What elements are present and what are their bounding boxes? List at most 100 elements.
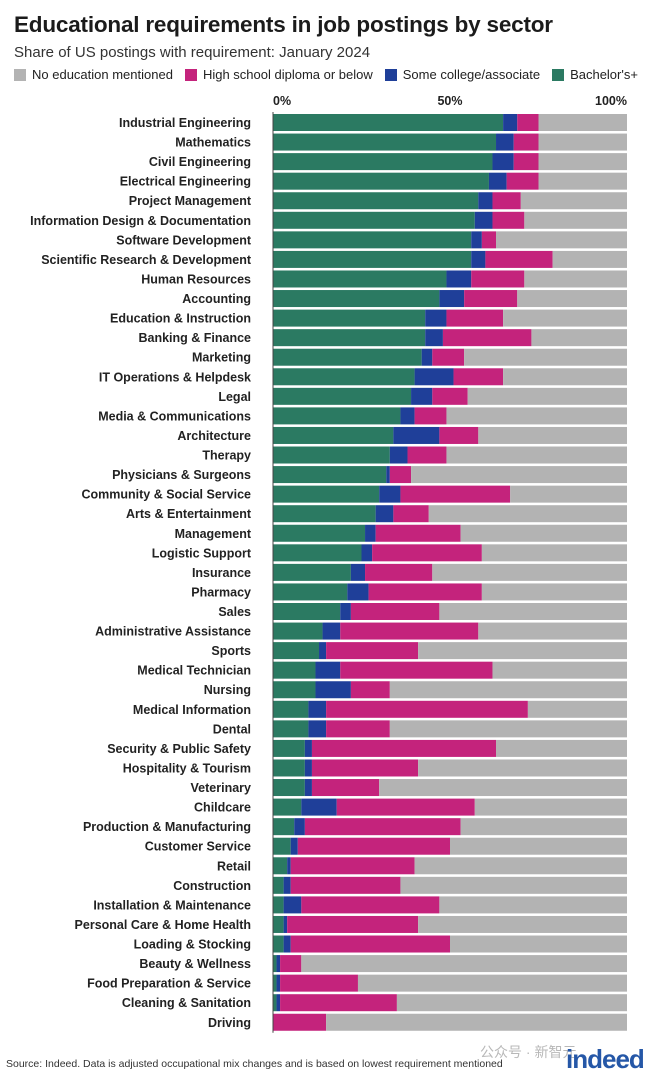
chart-title: Educational requirements in job postings… xyxy=(14,12,553,37)
category-label-construction: Construction xyxy=(173,879,251,893)
category-label-nursing: Nursing xyxy=(204,683,251,697)
bar-segment-bachelor-s-production-manufacturing xyxy=(273,818,295,836)
category-label-software-development: Software Development xyxy=(116,233,252,247)
bar-segment-high-school-diploma-or-below-childcare xyxy=(336,798,475,816)
bar-segment-high-school-diploma-or-below-accounting xyxy=(464,290,518,308)
bar-segment-high-school-diploma-or-below-physicians-surgeons xyxy=(389,466,412,484)
bar-segment-no-education-mentioned-education-instruction xyxy=(503,309,627,327)
category-label-project-management: Project Management xyxy=(129,194,252,208)
bar-segment-bachelor-s-arts-entertainment xyxy=(273,505,376,523)
category-label-beauty-wellness: Beauty & Wellness xyxy=(139,957,251,971)
category-label-scientific-research-development: Scientific Research & Development xyxy=(41,253,252,267)
legend-item-bachelors: Bachelor's+ xyxy=(552,67,638,82)
category-label-driving: Driving xyxy=(208,1016,251,1030)
bar-segment-some-college-associate-marketing xyxy=(421,348,433,366)
bar-segment-bachelor-s-mathematics xyxy=(273,133,497,151)
bar-segment-bachelor-s-software-development xyxy=(273,231,472,249)
bar-segment-no-education-mentioned-dental xyxy=(389,720,627,738)
bar-segment-some-college-associate-administrative-assistance xyxy=(322,622,341,640)
bar-segment-high-school-diploma-or-below-software-development xyxy=(481,231,497,249)
category-label-therapy: Therapy xyxy=(202,449,251,463)
bar-segment-no-education-mentioned-industrial-engineering xyxy=(538,114,627,131)
bar-segment-no-education-mentioned-media-communications xyxy=(446,407,627,425)
bar-segment-no-education-mentioned-project-management xyxy=(520,192,627,210)
bar-segment-high-school-diploma-or-below-driving xyxy=(273,1013,327,1031)
bar-segment-high-school-diploma-or-below-medical-technician xyxy=(340,661,493,679)
category-label-childcare: Childcare xyxy=(194,801,251,815)
bar-segment-some-college-associate-sales xyxy=(340,603,351,620)
bar-segment-some-college-associate-installation-maintenance xyxy=(283,896,302,914)
category-label-mathematics: Mathematics xyxy=(175,136,251,150)
bar-segment-no-education-mentioned-legal xyxy=(467,387,627,405)
bar-segment-high-school-diploma-or-below-loading-stocking xyxy=(290,935,450,953)
bar-segment-high-school-diploma-or-below-information-design-documentation xyxy=(492,211,525,229)
bar-segment-high-school-diploma-or-below-sports xyxy=(326,642,419,660)
category-label-logistic-support: Logistic Support xyxy=(152,546,252,560)
bar-segment-no-education-mentioned-construction xyxy=(400,876,627,894)
bar-segment-bachelor-s-industrial-engineering xyxy=(273,114,504,131)
bar-segment-bachelor-s-administrative-assistance xyxy=(273,622,323,640)
bar-segment-some-college-associate-cleaning-sanitation xyxy=(276,994,281,1012)
bar-segment-no-education-mentioned-software-development xyxy=(496,231,627,249)
bar-segment-some-college-associate-beauty-wellness xyxy=(276,955,281,973)
bar-segment-some-college-associate-medical-information xyxy=(308,700,327,718)
bar-segment-no-education-mentioned-mathematics xyxy=(538,133,627,151)
bar-segment-bachelor-s-dental xyxy=(273,720,309,738)
bar-segment-some-college-associate-pharmacy xyxy=(347,583,369,601)
bar-segment-some-college-associate-community-social-service xyxy=(379,485,401,503)
legend-item-high-school: High school diploma or below xyxy=(184,67,373,82)
bar-segment-bachelor-s-hospitality-tourism xyxy=(273,759,305,777)
legend-label-no-education: No education mentioned xyxy=(32,67,173,82)
bar-segment-high-school-diploma-or-below-production-manufacturing xyxy=(304,818,461,836)
bar-segment-no-education-mentioned-architecture xyxy=(478,426,627,444)
category-label-security-public-safety: Security & Public Safety xyxy=(107,742,251,756)
bar-segment-no-education-mentioned-cleaning-sanitation xyxy=(396,994,627,1012)
bar-segment-bachelor-s-human-resources xyxy=(273,270,447,288)
bar-segment-bachelor-s-project-management xyxy=(273,192,479,210)
bar-segment-no-education-mentioned-accounting xyxy=(517,290,627,308)
bar-segment-high-school-diploma-or-below-retail xyxy=(290,857,415,875)
bar-segment-high-school-diploma-or-below-therapy xyxy=(407,446,447,464)
bar-segment-high-school-diploma-or-below-veterinary xyxy=(311,779,380,797)
category-label-architecture: Architecture xyxy=(177,429,251,443)
bar-segment-no-education-mentioned-installation-maintenance xyxy=(439,896,627,914)
bar-segment-high-school-diploma-or-below-dental xyxy=(326,720,390,738)
bar-segment-high-school-diploma-or-below-industrial-engineering xyxy=(517,114,539,131)
bar-segment-bachelor-s-installation-maintenance xyxy=(273,896,284,914)
bar-segment-bachelor-s-childcare xyxy=(273,798,302,816)
category-label-administrative-assistance: Administrative Assistance xyxy=(95,625,251,639)
bar-segment-high-school-diploma-or-below-cleaning-sanitation xyxy=(280,994,397,1012)
bar-segment-bachelor-s-electrical-engineering xyxy=(273,172,489,190)
bar-segment-some-college-associate-personal-care-home-health xyxy=(283,915,288,933)
x-tick-label: 0% xyxy=(273,94,291,108)
bar-segment-bachelor-s-legal xyxy=(273,387,412,405)
bar-segment-some-college-associate-accounting xyxy=(439,290,465,308)
category-label-sales: Sales xyxy=(218,605,251,619)
bar-segment-no-education-mentioned-food-preparation-service xyxy=(357,974,627,992)
category-label-insurance: Insurance xyxy=(192,566,251,580)
bar-segment-some-college-associate-banking-finance xyxy=(425,329,443,347)
bar-segment-bachelor-s-architecture xyxy=(273,426,394,444)
bar-segment-high-school-diploma-or-below-insurance xyxy=(365,563,433,581)
bar-segment-high-school-diploma-or-below-pharmacy xyxy=(368,583,482,601)
category-label-information-design-documentation: Information Design & Documentation xyxy=(30,214,251,228)
category-label-production-manufacturing: Production & Manufacturing xyxy=(83,820,251,834)
bar-segment-some-college-associate-media-communications xyxy=(400,407,415,425)
bar-segment-some-college-associate-loading-stocking xyxy=(283,935,291,953)
bar-segment-no-education-mentioned-production-manufacturing xyxy=(460,818,627,836)
bar-segment-bachelor-s-community-social-service xyxy=(273,485,380,503)
bar-segment-no-education-mentioned-information-design-documentation xyxy=(524,211,627,229)
bar-segment-high-school-diploma-or-below-arts-entertainment xyxy=(393,505,429,523)
bar-segment-bachelor-s-scientific-research-development xyxy=(273,250,472,268)
category-label-it-operations-helpdesk: IT Operations & Helpdesk xyxy=(99,370,251,384)
category-label-personal-care-home-health: Personal Care & Home Health xyxy=(75,918,251,932)
bar-segment-some-college-associate-management xyxy=(365,524,376,542)
category-label-installation-maintenance: Installation & Maintenance xyxy=(93,898,251,912)
bar-segment-some-college-associate-insurance xyxy=(350,563,366,581)
bar-segment-some-college-associate-construction xyxy=(283,876,291,894)
bar-segment-bachelor-s-retail xyxy=(273,857,288,875)
category-label-hospitality-tourism: Hospitality & Tourism xyxy=(123,761,251,775)
bar-segment-some-college-associate-project-management xyxy=(478,192,493,210)
category-label-veterinary: Veterinary xyxy=(191,781,252,795)
bar-segment-some-college-associate-mathematics xyxy=(496,133,514,151)
